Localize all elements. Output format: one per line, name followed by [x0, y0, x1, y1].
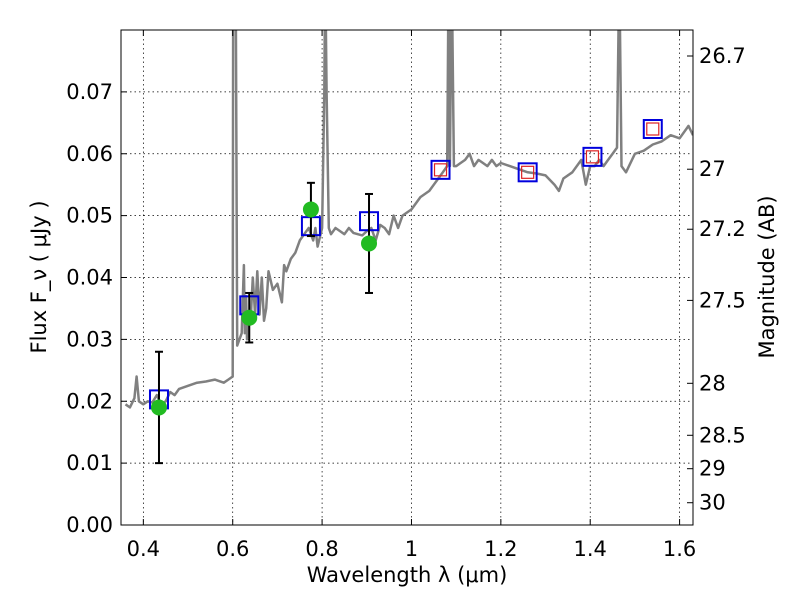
mag-tick-label: 27.5	[699, 288, 746, 312]
model-flux-square	[582, 146, 603, 167]
observed-flux-point	[241, 309, 258, 326]
model-flux-square	[642, 119, 663, 139]
model-flux-inner-square	[521, 165, 535, 179]
y-tick-label: 0.06	[66, 142, 113, 166]
x-tick-label: 1.2	[484, 537, 517, 561]
mag-tick-label: 26.7	[699, 44, 746, 68]
observed-flux-point	[361, 235, 378, 252]
model-flux-inner-square	[585, 150, 600, 164]
y-axis-label-right: Magnitude (AB)	[755, 195, 779, 358]
x-tick-label: 0.4	[127, 537, 160, 561]
observed-flux-point	[150, 399, 167, 416]
y-tick-label: 0.01	[66, 451, 113, 475]
x-tick-label: 0.8	[305, 537, 338, 561]
x-tick-label: 1	[405, 537, 418, 561]
plot-area	[124, 30, 693, 465]
y-tick-label: 0.05	[66, 204, 113, 228]
mag-tick-label: 30	[699, 491, 726, 515]
mag-tick-label: 27	[699, 157, 726, 181]
sed-model-line	[124, 30, 693, 409]
y-tick-label: 0.00	[66, 513, 113, 537]
y-tick-label: 0.02	[66, 389, 113, 413]
y-tick-label: 0.03	[66, 327, 113, 351]
mag-tick-label: 27.2	[699, 217, 746, 241]
grid	[121, 30, 693, 525]
x-tick-label: 1.6	[663, 537, 696, 561]
x-tick-label: 0.6	[216, 537, 249, 561]
model-flux-square	[430, 159, 451, 180]
y-tick-label: 0.04	[66, 266, 113, 290]
model-flux-inner-square	[646, 122, 660, 136]
x-axis-label: Wavelength λ (μm)	[307, 563, 508, 587]
mag-tick-label: 28	[699, 371, 726, 395]
mag-tick-label: 29	[699, 457, 726, 481]
observed-flux-point	[302, 201, 319, 218]
mag-tick-label: 28.5	[699, 423, 746, 447]
model-flux-square	[517, 162, 538, 183]
x-tick-label: 1.4	[574, 537, 607, 561]
model-flux-inner-square	[433, 163, 448, 177]
y-tick-label: 0.07	[66, 80, 113, 104]
axis-tick-labels: 0.4 0.6 0.8 1 1.2 1.4 1.6 0.00 0.01 0.02 0.03 0.04 0…	[66, 44, 746, 561]
axis-ticks	[121, 30, 693, 526]
y-axis-label: Flux F_ν ( μJy )	[27, 200, 52, 353]
